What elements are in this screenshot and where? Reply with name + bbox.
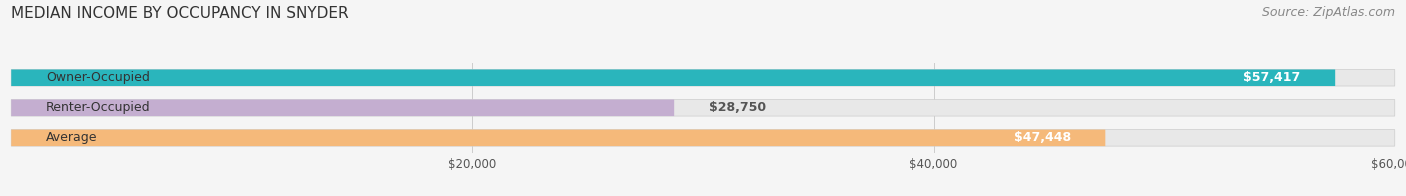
Text: $28,750: $28,750 (709, 101, 766, 114)
FancyBboxPatch shape (11, 100, 1395, 116)
Text: Renter-Occupied: Renter-Occupied (46, 101, 150, 114)
FancyBboxPatch shape (11, 100, 675, 116)
Text: Average: Average (46, 131, 97, 144)
Text: MEDIAN INCOME BY OCCUPANCY IN SNYDER: MEDIAN INCOME BY OCCUPANCY IN SNYDER (11, 6, 349, 21)
FancyBboxPatch shape (11, 130, 1395, 146)
FancyBboxPatch shape (11, 130, 1105, 146)
Text: $47,448: $47,448 (1014, 131, 1071, 144)
FancyBboxPatch shape (11, 70, 1336, 86)
Text: $57,417: $57,417 (1243, 71, 1301, 84)
Text: Owner-Occupied: Owner-Occupied (46, 71, 149, 84)
Text: Source: ZipAtlas.com: Source: ZipAtlas.com (1261, 6, 1395, 19)
FancyBboxPatch shape (11, 70, 1395, 86)
